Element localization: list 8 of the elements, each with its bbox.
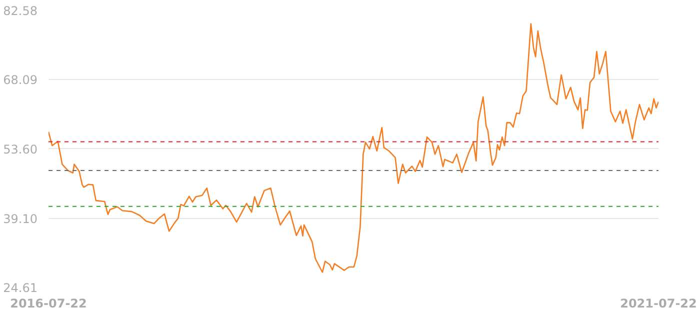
y-tick-label: 39.10 <box>3 212 38 226</box>
y-tick-label: 24.61 <box>3 281 38 295</box>
line-series <box>48 23 658 273</box>
x-tick-label: 2016-07-22 <box>10 296 87 310</box>
y-tick-label: 68.09 <box>3 73 38 88</box>
x-tick-label: 2021-07-22 <box>620 296 697 310</box>
y-tick-label: 53.60 <box>3 142 38 156</box>
y-tick-label: 82.58 <box>3 4 38 18</box>
